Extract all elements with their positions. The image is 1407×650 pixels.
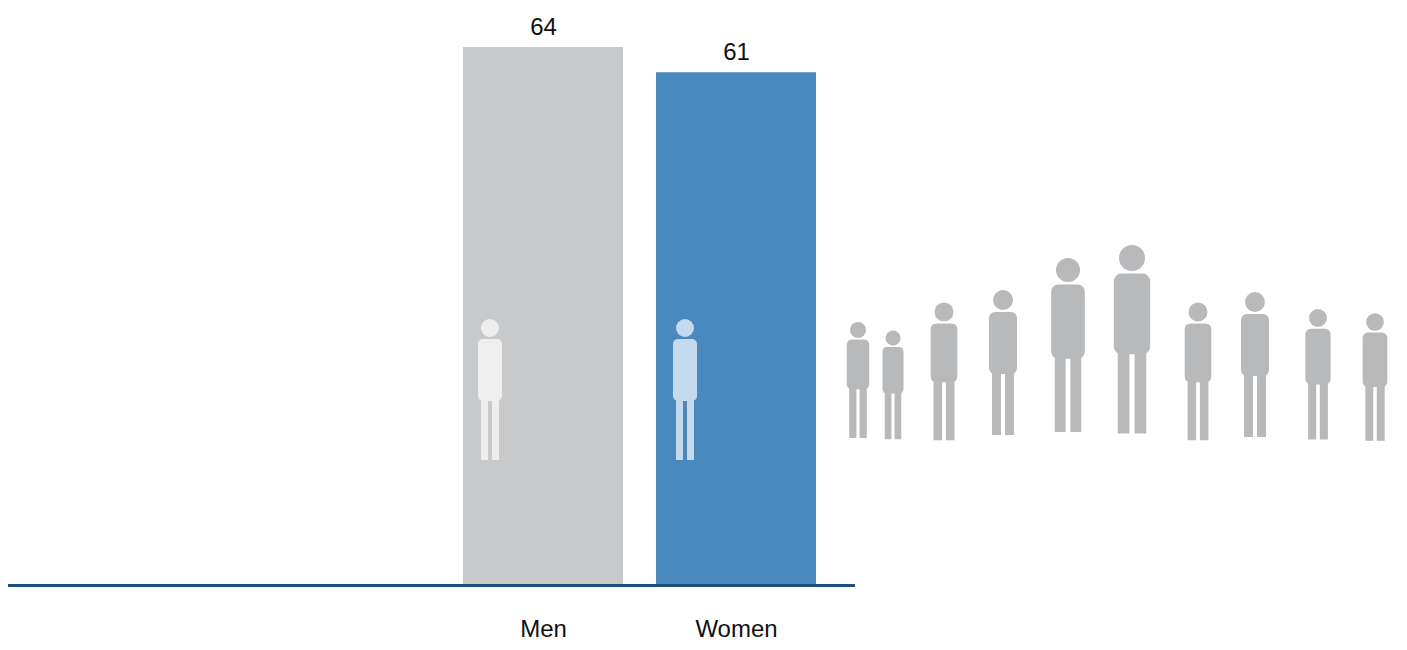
svg-text:64: 64: [530, 13, 557, 40]
svg-text:Women: Women: [695, 615, 777, 642]
svg-text:Men: Men: [520, 615, 567, 642]
svg-text:61: 61: [723, 38, 750, 65]
